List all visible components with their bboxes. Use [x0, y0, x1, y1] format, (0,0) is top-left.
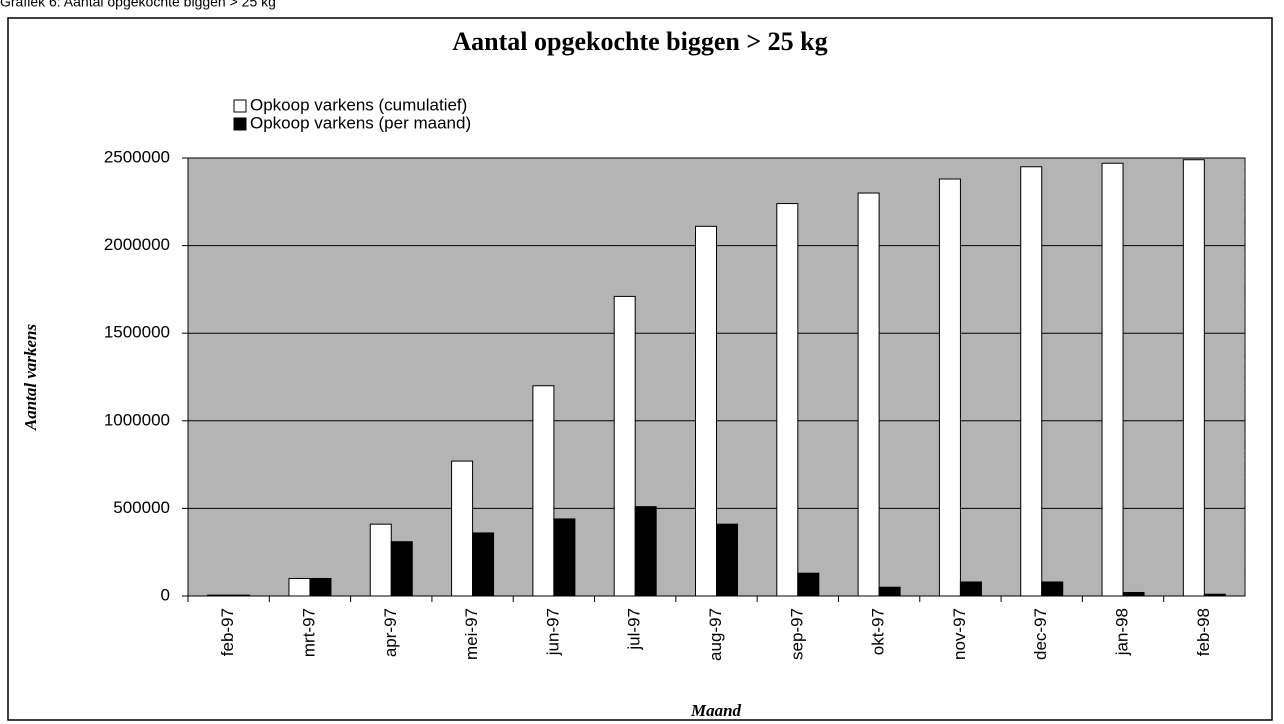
caption: Grafiek 6: Aantal opgekochte biggen > 25… [0, 0, 276, 10]
legend-label: Opkoop varkens (per maand) [250, 113, 471, 132]
bar [797, 572, 820, 597]
bar [695, 225, 717, 597]
legend-label: Opkoop varkens (cumulatief) [250, 95, 467, 114]
y-axis-label: Aantal varkens [21, 323, 40, 431]
y-tick-label: 2500000 [104, 147, 170, 166]
bar [472, 532, 495, 597]
bar [369, 523, 392, 597]
bar [634, 506, 657, 597]
x-tick-label: jun-97 [543, 608, 562, 656]
y-tick-label: 2000000 [104, 235, 170, 254]
bar [938, 178, 961, 597]
y-tick-label: 1000000 [104, 410, 170, 429]
bar [532, 385, 555, 597]
bar [1122, 591, 1145, 597]
legend-swatch [233, 99, 247, 113]
y-tick-label: 0 [161, 585, 170, 604]
x-tick-label: dec-97 [1031, 608, 1050, 660]
bar [553, 518, 576, 597]
chart-title: Aantal opgekochte biggen > 25 kg [452, 27, 827, 56]
bar [451, 460, 474, 597]
x-tick-label: nov-97 [950, 608, 969, 660]
bar [1020, 166, 1043, 597]
bar [1101, 162, 1124, 597]
x-tick-label: jan-98 [1113, 608, 1132, 656]
bar [288, 577, 311, 597]
bar [776, 203, 799, 597]
x-tick-label: mrt-97 [299, 608, 318, 657]
bar [1041, 581, 1064, 597]
bar [959, 581, 982, 597]
bar [309, 577, 332, 597]
x-tick-label: feb-97 [218, 608, 237, 656]
bar [716, 523, 738, 597]
bar [390, 541, 413, 597]
y-tick-label: 1500000 [104, 323, 170, 342]
x-axis-label: Maand [690, 701, 742, 720]
x-tick-label: aug-97 [706, 608, 725, 661]
y-tick-label: 500000 [113, 498, 170, 517]
x-tick-label: jul-97 [625, 608, 644, 651]
bar [1182, 159, 1205, 597]
x-tick-label: mei-97 [462, 608, 481, 660]
bar [857, 192, 880, 597]
legend-swatch [233, 117, 247, 131]
x-tick-label: sep-97 [787, 608, 806, 660]
bar [613, 295, 636, 597]
x-tick-label: apr-97 [381, 608, 400, 657]
x-tick-label: okt-97 [869, 608, 888, 655]
x-tick-label: feb-98 [1194, 608, 1213, 656]
bar [878, 586, 901, 597]
